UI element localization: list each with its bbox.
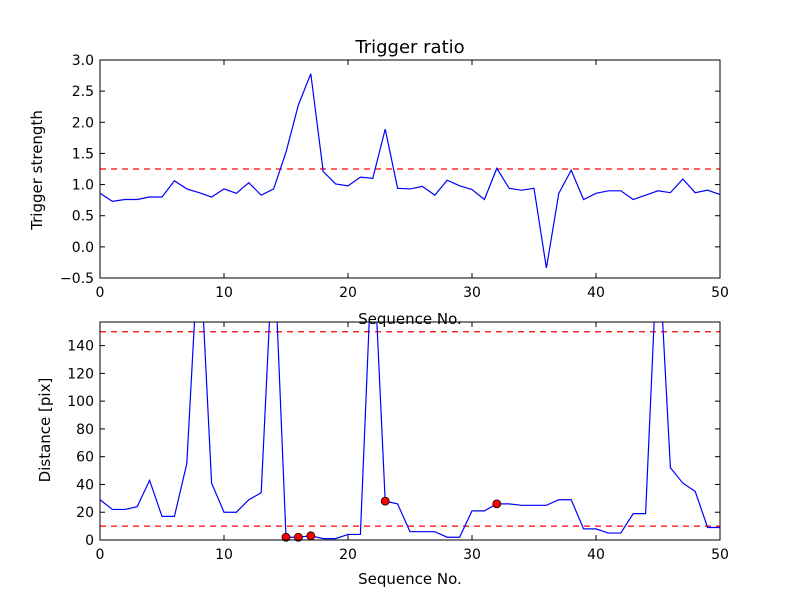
x-tick-label: 0	[96, 547, 105, 563]
y-tick-label: 60	[76, 450, 94, 466]
y-tick-label: 2.0	[72, 115, 94, 131]
distance-plot-area: 0 10 20 30 40 50 0 20 40 60 80 100 120 140	[67, 321, 729, 563]
x-tick-label: 50	[711, 285, 729, 301]
data-marker	[380, 496, 390, 506]
x-axis-label: Sequence No.	[358, 570, 462, 588]
distance-chart: 0 10 20 30 40 50 0 20 40 60 80 100 120 140 Sequence N…	[36, 321, 729, 588]
y-tick-label: 120	[67, 366, 94, 382]
y-tick-label: 0.0	[72, 240, 94, 256]
x-tick-label: 30	[463, 285, 481, 301]
y-tick-label: 1.0	[72, 178, 94, 194]
y-axis-label: Distance [pix]	[36, 378, 54, 483]
series-line	[100, 322, 720, 540]
axes-frame	[99, 321, 721, 541]
y-tick-label: 20	[76, 505, 94, 521]
y-tick-label: 2.5	[72, 84, 94, 100]
y-tick-label: 3.0	[72, 53, 94, 69]
axes-frame	[99, 59, 721, 279]
x-tick-label: 30	[463, 547, 481, 563]
trigger-ratio-plot-area: 0 10 20 30 40 50 −0.5 0.0 0.5 1.0 1.5 2.0 2.5 3.0	[60, 53, 729, 301]
y-tick-label: −0.5	[60, 271, 94, 287]
x-tick-label: 20	[339, 285, 357, 301]
chart-title: Trigger ratio	[354, 37, 464, 58]
x-axis-label: Sequence No.	[358, 310, 462, 328]
data-marker	[306, 531, 316, 541]
y-tick-label: 80	[76, 422, 94, 438]
trigger-ratio-chart: Trigger ratio 0 10 20 30 40 50 −0.5 0.0 0.5 1.0 1.…	[28, 37, 729, 328]
x-tick-label: 50	[711, 547, 729, 563]
x-tick-label: 10	[215, 547, 233, 563]
y-tick-label: 100	[67, 394, 94, 410]
y-axis-label: Trigger strength	[28, 110, 46, 231]
x-tick-label: 40	[587, 547, 605, 563]
x-tick-label: 0	[96, 285, 105, 301]
y-tick-label: 0.5	[72, 209, 94, 225]
series-line	[100, 73, 720, 269]
data-marker	[492, 499, 502, 509]
y-tick-label: 140	[67, 339, 94, 355]
x-tick-label: 40	[587, 285, 605, 301]
x-tick-label: 10	[215, 285, 233, 301]
data-marker	[293, 532, 303, 542]
data-marker	[281, 532, 291, 542]
y-tick-label: 1.5	[72, 146, 94, 162]
x-tick-label: 20	[339, 547, 357, 563]
y-tick-label: 40	[76, 477, 94, 493]
y-tick-label: 0	[85, 533, 94, 549]
